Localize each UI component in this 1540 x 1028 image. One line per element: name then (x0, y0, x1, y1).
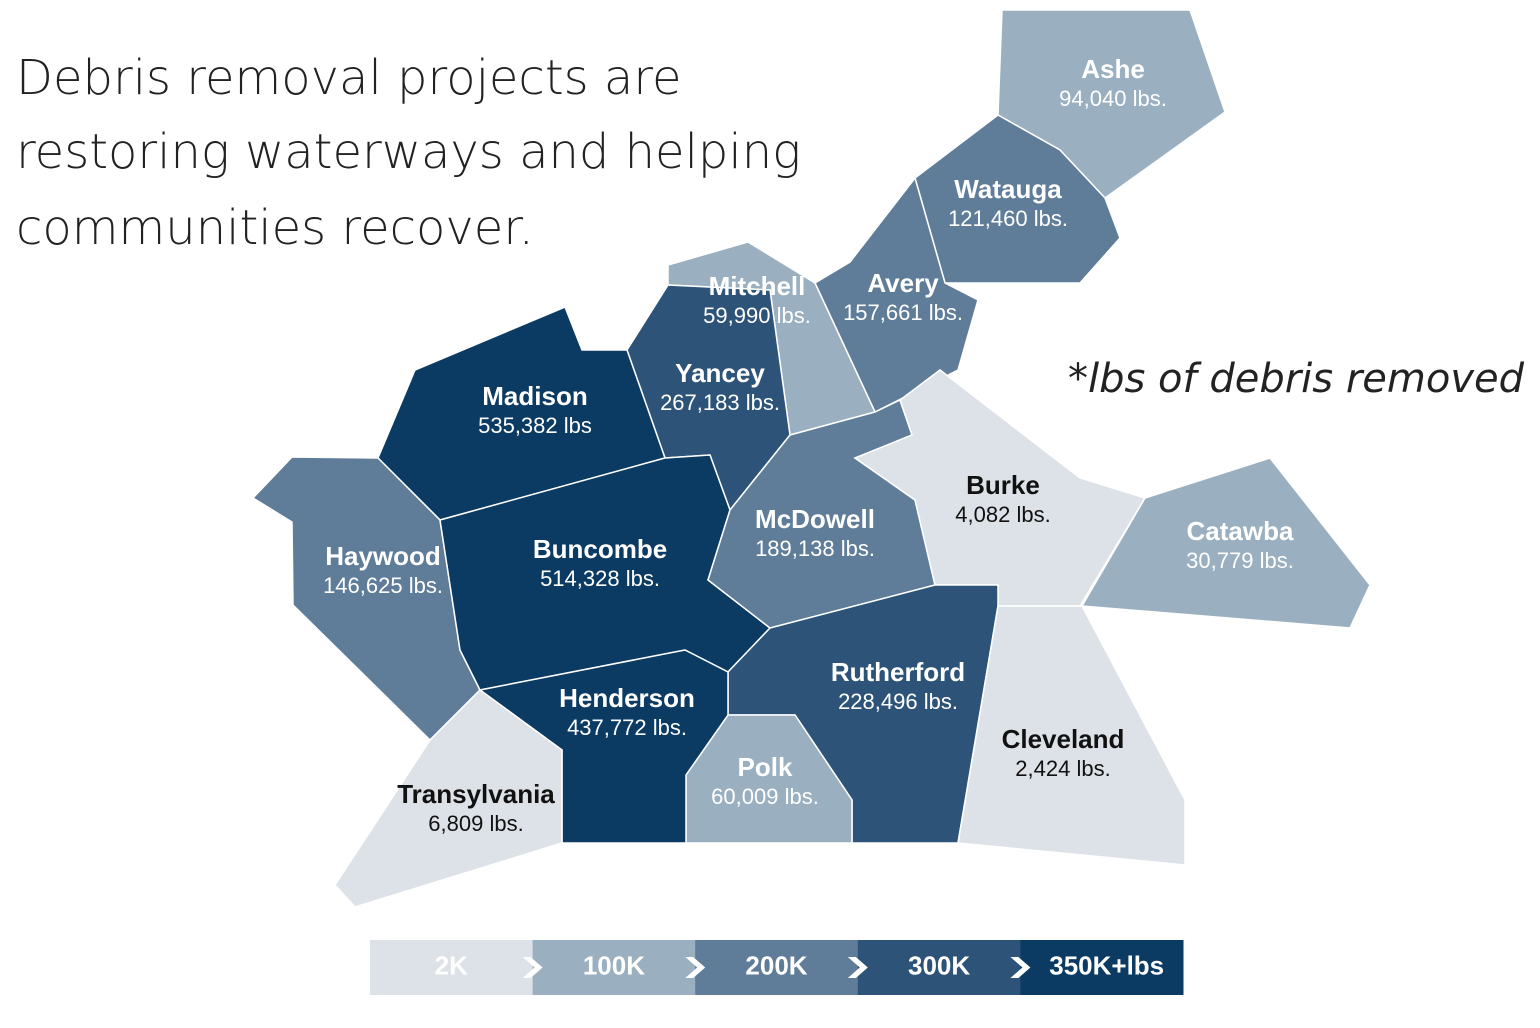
county-name: Watauga (954, 174, 1062, 204)
county-name: Yancey (675, 358, 765, 388)
county-name: Avery (867, 268, 939, 298)
county-name: Ashe (1081, 54, 1145, 84)
legend-swatch (695, 940, 859, 995)
legend: 2K 100K 200K 300K 350K+lbs (370, 940, 1184, 995)
county-value: 514,328 lbs. (540, 566, 660, 591)
county-shape (853, 369, 1147, 607)
county-value: 60,009 lbs. (711, 784, 819, 809)
note: *lbs of debris removed (1068, 356, 1525, 402)
legend-swatch (1020, 940, 1184, 995)
legend-chevron (1010, 957, 1031, 978)
title-line: communities recover. (16, 200, 534, 256)
county-value: 157,661 lbs. (843, 300, 963, 325)
county-value: 94,040 lbs. (1059, 86, 1167, 111)
county-name: Madison (482, 381, 587, 411)
county-value: 121,460 lbs. (948, 206, 1068, 231)
county-name: Rutherford (831, 657, 965, 687)
county-value: 228,496 lbs. (838, 689, 958, 714)
county-value: 189,138 lbs. (755, 536, 875, 561)
title-line: restoring waterways and helping (16, 124, 801, 180)
legend-chevron (685, 957, 706, 978)
county-value: 59,990 lbs. (703, 303, 811, 328)
county-name: Polk (738, 752, 793, 782)
legend-swatch (370, 940, 534, 995)
county-shape (1080, 457, 1371, 629)
county-value: 2,424 lbs. (1015, 756, 1110, 781)
county-value: 146,625 lbs. (323, 573, 443, 598)
county-value: 267,183 lbs. (660, 390, 780, 415)
county-name: Buncombe (533, 534, 667, 564)
county-name: Cleveland (1002, 724, 1125, 754)
county-shape (334, 689, 563, 908)
legend-label: 100K (583, 950, 645, 980)
county-name: Mitchell (709, 271, 806, 301)
county-value: 30,779 lbs. (1186, 548, 1294, 573)
county-value: 4,082 lbs. (955, 502, 1050, 527)
legend-label: 350K+lbs (1049, 950, 1164, 980)
legend-label: 200K (745, 950, 807, 980)
legend-swatch (532, 940, 696, 995)
county-name: Haywood (325, 541, 441, 571)
county-value: 6,809 lbs. (428, 811, 523, 836)
county-name: Catawba (1187, 516, 1294, 546)
county-name: Transylvania (397, 779, 555, 809)
county-value: 437,772 lbs. (567, 715, 687, 740)
legend-chevron (522, 957, 543, 978)
title-line: Debris removal projects are (16, 50, 682, 106)
county-name: Henderson (559, 683, 695, 713)
county-name: McDowell (755, 504, 875, 534)
county-value: 535,382 lbs (478, 413, 592, 438)
county-name: Burke (966, 470, 1040, 500)
legend-chevron (847, 957, 868, 978)
legend-swatch (857, 940, 1021, 995)
county-shape (957, 605, 1186, 866)
legend-label: 2K (435, 950, 468, 980)
legend-label: 300K (908, 950, 970, 980)
